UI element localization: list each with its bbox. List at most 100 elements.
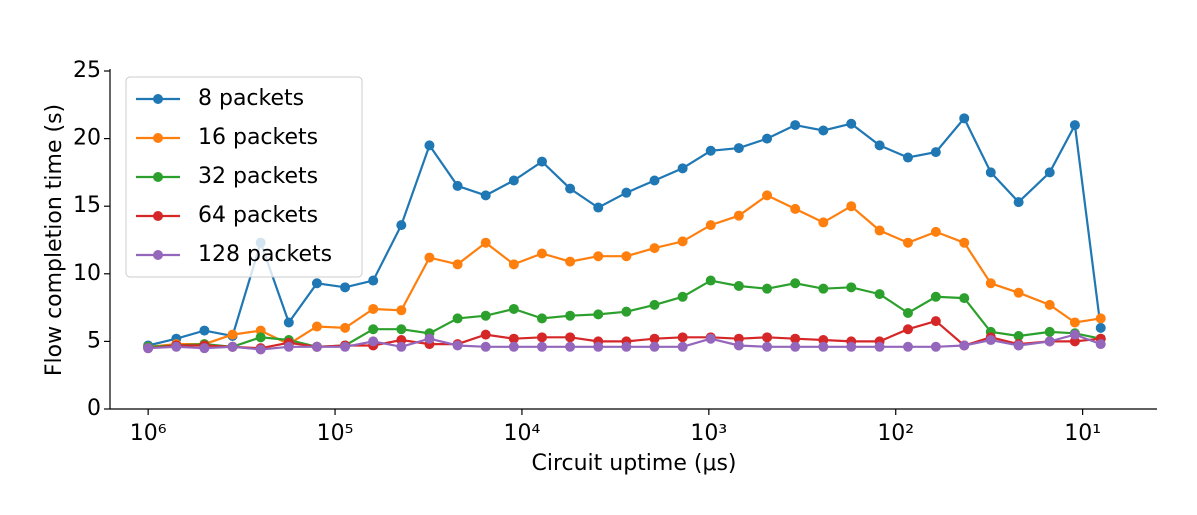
x-tick-label: 10¹: [1064, 421, 1101, 446]
legend-marker: [153, 94, 163, 104]
data-point: [396, 324, 407, 335]
x-tick-label: 10³: [690, 421, 727, 446]
y-tick-label: 15: [73, 193, 101, 218]
data-point: [846, 341, 857, 352]
data-point: [1044, 326, 1055, 337]
data-point: [536, 248, 547, 259]
legend: 8 packets 16 packets 32 packets 64 packets 1…: [125, 76, 363, 278]
y-tick-label: 10: [73, 261, 101, 286]
data-point: [1069, 329, 1080, 340]
data-point: [1095, 322, 1106, 333]
legend-label: 64 packets: [198, 203, 318, 228]
data-point: [621, 341, 632, 352]
data-point: [199, 343, 210, 354]
data-point: [565, 310, 576, 321]
data-point: [565, 256, 576, 267]
legend-label: 128 packets: [198, 242, 332, 267]
data-point: [818, 283, 829, 294]
data-point: [255, 344, 266, 355]
data-point: [874, 289, 885, 300]
data-point: [930, 316, 941, 327]
data-point: [565, 341, 576, 352]
data-point: [705, 333, 716, 344]
data-point: [311, 341, 322, 352]
data-point: [227, 341, 238, 352]
data-point: [762, 190, 773, 201]
data-point: [227, 329, 238, 340]
y-tick-label: 20: [73, 126, 101, 151]
data-point: [790, 120, 801, 131]
data-point: [818, 125, 829, 136]
data-point: [649, 299, 660, 310]
data-point: [846, 201, 857, 212]
data-point: [930, 291, 941, 302]
data-point: [311, 278, 322, 289]
data-point: [1013, 287, 1024, 298]
data-point: [818, 341, 829, 352]
data-point: [874, 341, 885, 352]
data-point: [565, 332, 576, 343]
data-point: [677, 291, 688, 302]
data-point: [1013, 340, 1024, 351]
data-point: [985, 335, 996, 346]
data-point: [536, 332, 547, 343]
data-point: [480, 329, 491, 340]
data-point: [1069, 317, 1080, 328]
data-point: [340, 322, 351, 333]
data-point: [649, 243, 660, 254]
data-point: [1044, 167, 1055, 178]
legend-label: 16 packets: [198, 125, 318, 150]
data-point: [1069, 120, 1080, 131]
data-point: [649, 341, 660, 352]
data-point: [705, 145, 716, 156]
data-point: [508, 341, 519, 352]
data-point: [536, 341, 547, 352]
data-point: [846, 118, 857, 129]
data-point: [902, 237, 913, 248]
data-point: [790, 203, 801, 214]
data-point: [1095, 339, 1106, 350]
data-point: [368, 324, 379, 335]
data-point: [283, 341, 294, 352]
data-point: [621, 187, 632, 198]
data-point: [649, 175, 660, 186]
data-point: [480, 310, 491, 321]
legend-marker: [153, 133, 163, 143]
data-point: [649, 333, 660, 344]
data-point: [199, 325, 210, 336]
data-point: [762, 332, 773, 343]
data-point: [790, 341, 801, 352]
data-point: [396, 341, 407, 352]
data-point: [677, 341, 688, 352]
data-point: [368, 336, 379, 347]
data-point: [733, 143, 744, 154]
legend-marker: [153, 250, 163, 260]
data-point: [452, 180, 463, 191]
data-point: [733, 210, 744, 221]
data-point: [930, 147, 941, 158]
data-point: [480, 341, 491, 352]
data-point: [985, 278, 996, 289]
data-point: [790, 333, 801, 344]
data-point: [340, 341, 351, 352]
data-point: [593, 341, 604, 352]
data-point: [171, 341, 182, 352]
data-point: [283, 317, 294, 328]
data-point: [143, 343, 154, 354]
y-tick-label: 25: [73, 58, 101, 83]
data-point: [536, 313, 547, 324]
data-point: [959, 237, 970, 248]
data-point: [677, 236, 688, 247]
data-point: [368, 303, 379, 314]
data-point: [1095, 313, 1106, 324]
data-point: [452, 313, 463, 324]
data-point: [480, 190, 491, 201]
data-point: [733, 340, 744, 351]
data-point: [593, 202, 604, 213]
data-point: [705, 220, 716, 231]
data-point: [396, 220, 407, 231]
data-point: [508, 333, 519, 344]
data-point: [424, 252, 435, 263]
x-tick-label: 10⁴: [504, 421, 541, 446]
